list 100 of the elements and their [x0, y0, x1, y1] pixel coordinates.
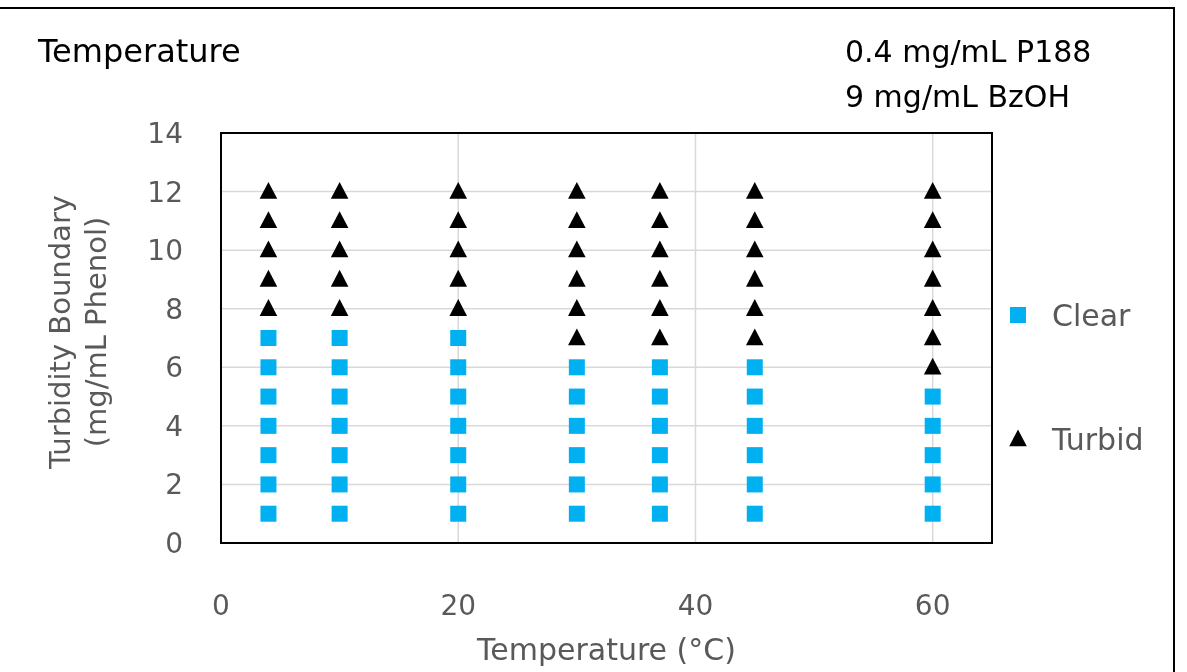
- point: [651, 181, 669, 199]
- point: [449, 240, 468, 258]
- point: [259, 240, 278, 258]
- point: [449, 181, 468, 199]
- point: [450, 476, 467, 493]
- point: [568, 328, 586, 346]
- point: [568, 181, 586, 199]
- text: 9 mg/mL BzOH: [845, 79, 1070, 114]
- point: [331, 447, 348, 464]
- point: [923, 328, 942, 346]
- point: [651, 328, 669, 346]
- point: [260, 505, 277, 522]
- point: [568, 359, 585, 376]
- text: 0.4 mg/mL P188: [845, 34, 1092, 69]
- point: [450, 388, 467, 405]
- y-tick-label: 6: [165, 351, 183, 385]
- point: [568, 388, 585, 405]
- y-tick-label: 0: [165, 527, 183, 560]
- point: [651, 211, 669, 229]
- point: [260, 417, 277, 434]
- point: [651, 269, 669, 287]
- point: [450, 417, 467, 434]
- point: [330, 211, 349, 229]
- point: [331, 505, 348, 522]
- point: [450, 330, 467, 346]
- point: [259, 211, 278, 229]
- y-tick-label: 12: [147, 175, 183, 209]
- point: [923, 240, 942, 258]
- point: [331, 359, 348, 376]
- point: [330, 269, 349, 287]
- y-axis-title: Turbidity Boundary (mg/mL Phenol): [43, 195, 113, 470]
- point: [745, 269, 764, 287]
- point: [746, 476, 763, 493]
- point: [651, 240, 669, 258]
- y-tick-label: 14: [147, 117, 183, 150]
- point: [746, 447, 763, 464]
- point: [259, 269, 278, 287]
- chart-title: Temperature: [37, 32, 241, 70]
- point: [651, 388, 668, 405]
- point: [924, 505, 941, 522]
- point: [449, 299, 468, 316]
- y-tick-label: 2: [165, 468, 183, 502]
- point: [923, 357, 942, 375]
- point: [651, 417, 668, 434]
- y-tick-label: 4: [165, 409, 183, 443]
- point: [331, 330, 348, 346]
- x-tick-label: 40: [677, 589, 714, 622]
- y-tick-label: 8: [165, 292, 183, 326]
- point: [746, 417, 763, 434]
- point: [746, 359, 763, 376]
- point: [924, 417, 941, 434]
- point: [745, 328, 764, 346]
- x-tick-label: 0: [212, 589, 230, 622]
- point: [568, 447, 585, 464]
- point: [745, 211, 764, 229]
- point: [651, 447, 668, 464]
- point: [259, 181, 278, 199]
- point: [259, 299, 278, 316]
- point: [568, 505, 585, 522]
- point: [924, 476, 941, 493]
- point: [651, 476, 668, 493]
- point: [568, 211, 586, 229]
- legend-label: Turbid: [1051, 422, 1144, 457]
- point: [568, 269, 586, 287]
- point: [923, 299, 942, 316]
- point: [450, 505, 467, 522]
- x-tick-label: 60: [914, 589, 951, 622]
- point: [923, 211, 942, 229]
- point: [745, 299, 764, 316]
- point: [449, 211, 468, 229]
- point: [924, 388, 941, 405]
- point: [924, 447, 941, 464]
- point: [746, 505, 763, 522]
- point: [568, 240, 586, 258]
- point: [260, 476, 277, 493]
- point: [260, 447, 277, 464]
- y-tick-label: 10: [147, 234, 183, 268]
- point: [260, 330, 277, 346]
- point: [651, 299, 669, 316]
- point: [450, 447, 467, 464]
- point: [260, 359, 277, 376]
- point: [923, 181, 942, 199]
- point: [330, 240, 349, 258]
- point: [331, 417, 348, 434]
- point: [568, 417, 585, 434]
- point: [568, 476, 585, 493]
- point: [260, 388, 277, 405]
- point: [331, 388, 348, 405]
- x-axis-title: Temperature (°C): [476, 632, 736, 667]
- point: [449, 269, 468, 287]
- point: [330, 181, 349, 199]
- point: [745, 240, 764, 258]
- x-tick-label: 20: [440, 589, 477, 622]
- point: [746, 388, 763, 405]
- point: [330, 299, 349, 316]
- legend-label: Clear: [1052, 298, 1132, 333]
- point: [331, 476, 348, 493]
- point: [651, 505, 668, 522]
- point: [450, 359, 467, 376]
- point: [745, 181, 764, 199]
